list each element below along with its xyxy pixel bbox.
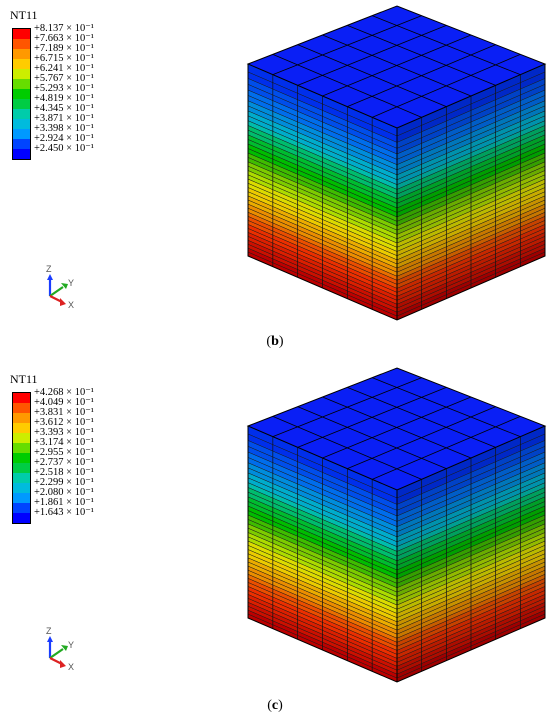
- y-axis-label: Y: [68, 640, 74, 650]
- legend-value: +6.715 × 10⁻¹: [34, 53, 94, 64]
- panel-b: NT11 +8.137 × 10⁻¹ +7.663 × 10⁻¹ +7.189 × …: [0, 0, 550, 360]
- legend-value: +4.049 × 10⁻¹: [34, 397, 94, 408]
- legend-value: +3.398 × 10⁻¹: [34, 123, 94, 134]
- legend-swatch: [13, 29, 30, 39]
- cube-right-face: [396, 425, 546, 683]
- y-axis-label: Y: [68, 278, 74, 288]
- legend-swatch: [13, 413, 30, 423]
- legend-swatch: [13, 99, 30, 109]
- temperature-cube: Z Y X: [46, 367, 547, 683]
- legend-value: +7.663 × 10⁻¹: [34, 33, 94, 44]
- legend-swatch: [13, 423, 30, 433]
- legend-title: NT11: [10, 372, 38, 386]
- legend-value: +2.080 × 10⁻¹: [34, 487, 94, 498]
- legend-title: NT11: [10, 8, 38, 22]
- legend-value: +4.819 × 10⁻¹: [34, 93, 94, 104]
- legend-swatch: [13, 139, 30, 149]
- legend-value: +7.189 × 10⁻¹: [34, 43, 94, 54]
- legend-swatch: [13, 119, 30, 129]
- cube-left-face: [247, 63, 398, 321]
- legend-value: +1.643 × 10⁻¹: [34, 507, 94, 518]
- y-axis-arrow: [49, 648, 64, 659]
- legend-value: +3.174 × 10⁻¹: [34, 437, 94, 448]
- legend-swatch: [13, 49, 30, 59]
- legend-swatch: [13, 59, 30, 69]
- x-axis-label: X: [68, 662, 74, 672]
- legend-swatch: [13, 483, 30, 493]
- legend-swatch: [13, 513, 30, 523]
- caption-b: (b): [266, 334, 284, 349]
- cube-right-face: [396, 63, 546, 321]
- z-axis-label: Z: [46, 626, 52, 636]
- legend-swatch: [13, 473, 30, 483]
- legend-value: +2.955 × 10⁻¹: [34, 447, 94, 458]
- color-legend-bar: [12, 28, 31, 160]
- legend-swatch: [13, 453, 30, 463]
- cube-top-face: [246, 367, 547, 491]
- legend-swatch: [13, 463, 30, 473]
- legend-swatch: [13, 39, 30, 49]
- legend-swatch: [13, 89, 30, 99]
- legend-swatch: [13, 433, 30, 443]
- legend-swatch: [13, 69, 30, 79]
- legend-value: +2.450 × 10⁻¹: [34, 143, 94, 154]
- legend-value: +5.767 × 10⁻¹: [34, 73, 94, 84]
- legend-value: +2.299 × 10⁻¹: [34, 477, 94, 488]
- legend-swatch: [13, 403, 30, 413]
- legend-value: +4.268 × 10⁻¹: [34, 387, 94, 398]
- cube-top-face: [246, 5, 547, 129]
- legend-swatch: [13, 129, 30, 139]
- x-axis-label: X: [68, 300, 74, 310]
- legend-labels: +8.137 × 10⁻¹ +7.663 × 10⁻¹ +7.189 × 10⁻¹ +…: [34, 23, 94, 154]
- legend-value: +8.137 × 10⁻¹: [34, 23, 94, 34]
- y-axis-arrow: [49, 286, 64, 297]
- legend-swatch: [13, 443, 30, 453]
- legend-value: +4.345 × 10⁻¹: [34, 103, 94, 114]
- color-legend-bar: [12, 392, 31, 524]
- legend-value: +6.241 × 10⁻¹: [34, 63, 94, 74]
- legend-swatch: [13, 393, 30, 403]
- legend-value: +1.861 × 10⁻¹: [34, 497, 94, 508]
- legend-swatch: [13, 503, 30, 513]
- legend-swatch: [13, 109, 30, 119]
- z-axis-label: Z: [46, 264, 52, 274]
- legend-value: +3.393 × 10⁻¹: [34, 427, 94, 438]
- temperature-cube: Z Y X: [46, 5, 547, 321]
- legend-value: +2.737 × 10⁻¹: [34, 457, 94, 468]
- legend-value: +5.293 × 10⁻¹: [34, 83, 94, 94]
- legend-value: +2.924 × 10⁻¹: [34, 133, 94, 144]
- legend-value: +3.612 × 10⁻¹: [34, 417, 94, 428]
- legend-value: +2.518 × 10⁻¹: [34, 467, 94, 478]
- legend-swatch: [13, 493, 30, 503]
- legend-swatch: [13, 79, 30, 89]
- legend-value: +3.831 × 10⁻¹: [34, 407, 94, 418]
- axis-triad: Z Y X: [46, 626, 74, 672]
- legend-value: +3.871 × 10⁻¹: [34, 113, 94, 124]
- caption-c: (c): [267, 698, 283, 713]
- legend-swatch: [13, 149, 30, 159]
- legend-labels: +4.268 × 10⁻¹ +4.049 × 10⁻¹ +3.831 × 10⁻¹ +…: [34, 387, 94, 518]
- panel-c: NT11 +4.268 × 10⁻¹ +4.049 × 10⁻¹ +3.831 × …: [0, 362, 550, 722]
- axis-triad: Z Y X: [46, 264, 74, 310]
